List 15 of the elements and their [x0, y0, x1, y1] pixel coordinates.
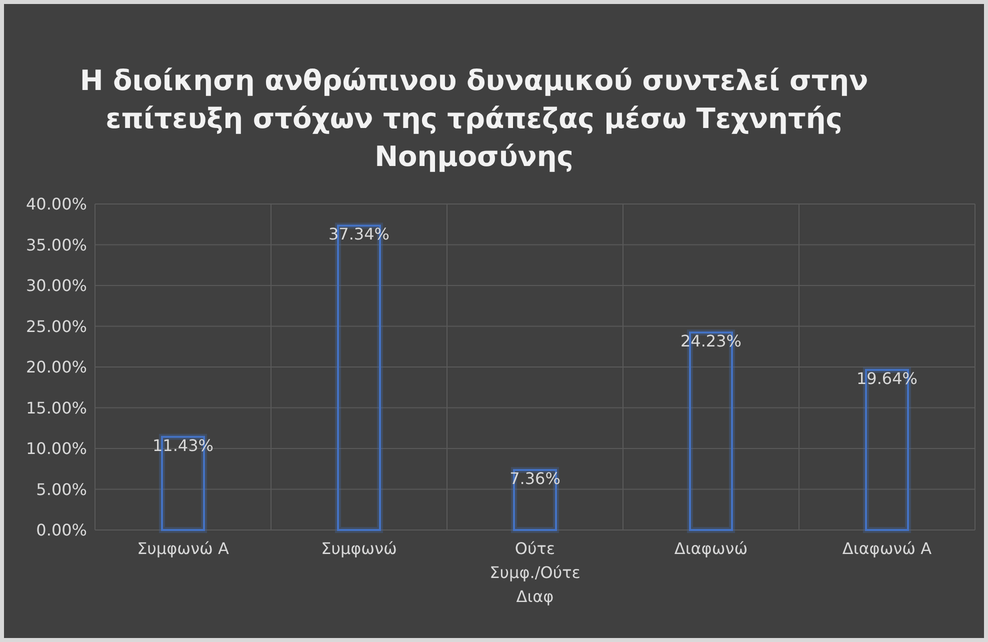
y-tick-label: 40.00%: [26, 194, 87, 214]
y-tick-label: 20.00%: [26, 358, 87, 377]
x-tick-label: Συμφωνώ: [321, 539, 397, 558]
y-tick-label: 5.00%: [36, 480, 87, 499]
y-tick-label: 15.00%: [26, 398, 87, 418]
y-tick-label: 35.00%: [26, 235, 87, 254]
y-tick-label: 30.00%: [26, 276, 87, 296]
chart-title: Η διοίκηση ανθρώπινου δυναμικού συντελεί στην επίτευξη στόχων της τράπεζας μέσω Τεχνητής Νοημοσύνης: [80, 64, 868, 173]
y-tick-label: 25.00%: [26, 316, 87, 336]
x-tick-label: Διαφωνώ: [674, 539, 748, 558]
x-tick-label: Συμφωνώ Α: [137, 539, 229, 558]
x-tick-label: Διαφωνώ Α: [842, 539, 932, 558]
x-tick-label: Ούτε Συμφ./Ούτε Διαφ: [490, 539, 580, 606]
y-tick-label: 0.00%: [36, 520, 87, 540]
y-tick-label: 10.00%: [26, 439, 87, 458]
